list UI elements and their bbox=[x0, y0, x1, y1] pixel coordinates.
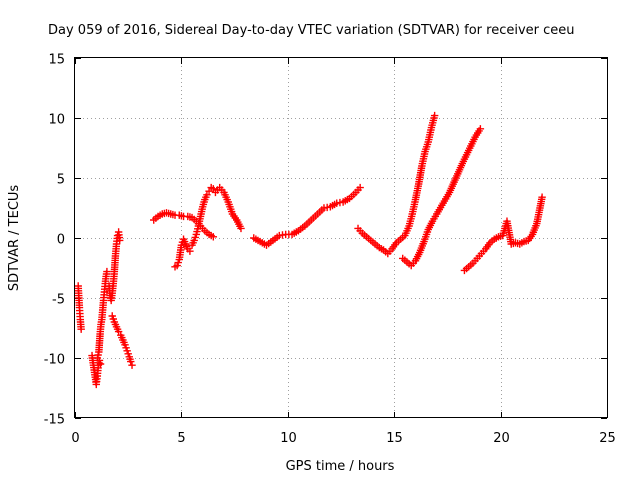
x-tick-label: 10 bbox=[280, 431, 297, 446]
series-seg8 bbox=[188, 183, 245, 249]
series-seg5 bbox=[108, 312, 136, 369]
series-seg12 bbox=[460, 193, 546, 275]
data-point-marker bbox=[190, 236, 198, 245]
x-tick-label: 0 bbox=[71, 431, 79, 446]
data-point-marker bbox=[94, 351, 102, 359]
data-point-marker bbox=[96, 360, 105, 368]
plot-frame bbox=[74, 57, 608, 418]
y-tick-label: -10 bbox=[44, 353, 65, 368]
x-tick-label: 20 bbox=[493, 431, 510, 446]
data-point-marker bbox=[115, 236, 124, 245]
y-tick-label: 15 bbox=[48, 53, 65, 68]
data-point-marker bbox=[109, 315, 118, 323]
chart-title: Day 059 of 2016, Sidereal Day-to-day VTE… bbox=[48, 23, 575, 38]
y-tick-label: 10 bbox=[48, 113, 65, 128]
data-point-marker bbox=[93, 354, 102, 362]
x-axis-label: GPS time / hours bbox=[286, 459, 395, 474]
y-tick-label: -5 bbox=[52, 293, 65, 308]
y-tick-label: -15 bbox=[44, 413, 65, 428]
series-seg9 bbox=[250, 183, 364, 249]
data-point-marker bbox=[209, 233, 218, 241]
data-point-marker bbox=[192, 230, 200, 239]
data-point-marker bbox=[186, 247, 194, 255]
data-point-marker bbox=[127, 357, 135, 366]
series-seg3 bbox=[93, 267, 111, 362]
data-points bbox=[74, 111, 546, 389]
data-point-marker bbox=[173, 261, 181, 270]
series-seg6 bbox=[150, 209, 218, 241]
data-point-marker bbox=[77, 325, 85, 333]
data-point-marker bbox=[122, 344, 130, 352]
y-tick-label: 0 bbox=[57, 233, 65, 248]
data-point-marker bbox=[237, 224, 245, 233]
data-point-marker bbox=[356, 183, 364, 192]
data-point-marker bbox=[193, 227, 201, 236]
grid-lines bbox=[75, 58, 607, 418]
data-point-marker bbox=[121, 341, 129, 349]
data-point-marker bbox=[174, 258, 182, 267]
series-seg11 bbox=[399, 125, 485, 270]
data-point-marker bbox=[191, 233, 199, 242]
data-point-marker bbox=[103, 267, 111, 276]
data-point-marker bbox=[538, 193, 546, 201]
series-seg1 bbox=[74, 282, 85, 333]
data-point-marker bbox=[430, 111, 439, 120]
data-point-marker bbox=[194, 225, 202, 233]
series-seg2 bbox=[88, 351, 105, 389]
data-point-marker bbox=[128, 361, 136, 369]
y-axis-label: SDTVAR / TECUs bbox=[7, 185, 22, 292]
axis-ticks: 0 5 10 15 20 25 -15 -10 -5 0 5 10 15 bbox=[44, 53, 616, 447]
x-tick-label: 25 bbox=[599, 431, 616, 446]
data-point-marker bbox=[476, 125, 485, 133]
y-tick-label: 5 bbox=[57, 173, 65, 188]
x-tick-label: 5 bbox=[177, 431, 185, 446]
series-seg7 bbox=[171, 235, 194, 271]
data-point-marker bbox=[177, 241, 186, 249]
x-tick-label: 15 bbox=[386, 431, 403, 446]
data-point-marker bbox=[123, 347, 131, 355]
data-point-marker bbox=[108, 312, 116, 320]
series-seg4 bbox=[105, 228, 124, 305]
series-seg10 bbox=[354, 111, 439, 258]
data-point-marker bbox=[124, 350, 132, 358]
